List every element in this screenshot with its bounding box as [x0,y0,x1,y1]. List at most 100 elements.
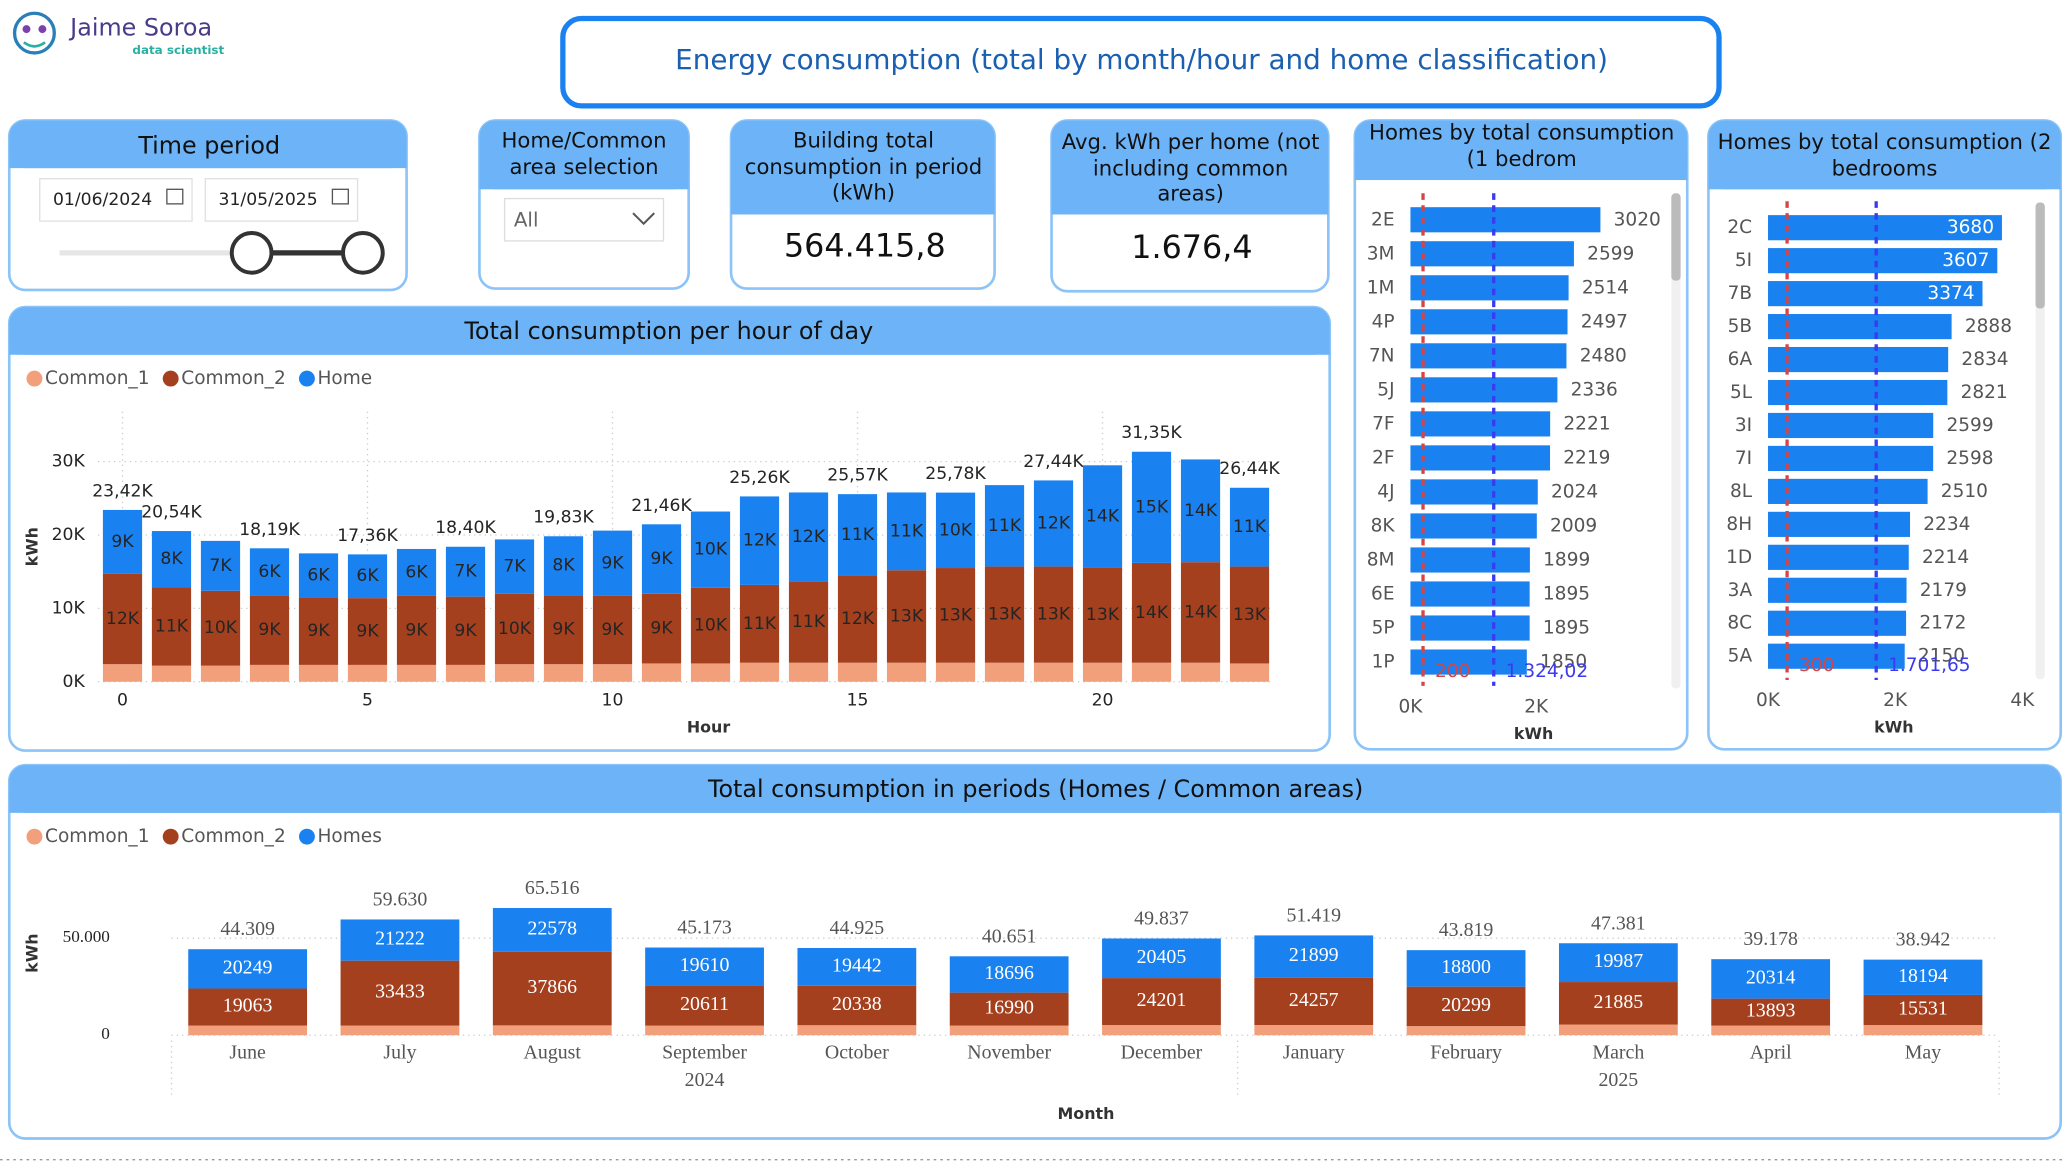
data-label: 9K [552,620,575,640]
data-label: 13K [939,605,973,625]
bar-segment [340,960,460,1026]
x-tick-label: 0 [117,690,128,710]
x-axis-title: kWh [1514,724,1553,743]
scroll-thumb[interactable] [2035,202,2045,309]
calendar-icon[interactable] [166,188,184,205]
data-label: 11K [841,525,875,545]
data-label: 9K [601,553,624,573]
dropdown[interactable] [503,197,665,242]
chevron[interactable] [632,212,655,226]
bar [1768,478,1928,504]
data-label: 6K [356,566,379,586]
bar-segment [739,662,780,682]
bar-segment [641,593,682,664]
bar-segment [340,919,460,961]
data-label: 9K [454,621,477,641]
bar-segment [984,662,1025,682]
bar-segment [788,492,829,582]
bar-segment [837,662,878,682]
bar [1768,248,1998,274]
bar [1410,649,1527,675]
data-label: 20314 [1746,966,1796,988]
total-label: 23,42K [92,481,153,501]
data-label: 9K [307,621,330,641]
total-label: 65.516 [525,877,580,899]
page-title: Energy consumption (total by month/hour … [675,43,1608,76]
bar-segment [347,598,388,665]
bar-segment [298,553,339,598]
y-tick-label: 50.000 [63,927,110,946]
data-label: 2480 [1580,345,1627,366]
data-label: 9K [111,532,134,552]
data-label: 10K [204,618,238,638]
calendar-icon[interactable] [331,188,349,205]
scroll-thumb[interactable] [1671,193,1681,281]
bar-segment [492,908,612,952]
title-banner [560,15,1722,109]
legend-swatch [162,370,179,387]
bar-segment [1863,1025,1983,1036]
data-label: 2514 [1582,277,1629,298]
data-label: 3680 [1947,217,1994,238]
data-label: 9K [356,622,379,642]
data-label: 11K [743,614,777,634]
data-label: 2598 [1946,448,1993,469]
bar-segment [984,485,1025,567]
bar-segment [249,664,290,682]
data-label: 2234 [1923,514,1970,535]
slider-handle[interactable] [229,231,274,275]
bar [1410,275,1569,301]
bar-segment [445,596,486,665]
data-label: 13K [890,606,924,626]
data-label: 2888 [1965,316,2012,337]
bar-segment [1082,465,1123,568]
panel-header [479,158,689,190]
legend-label: Common_2 [181,368,285,389]
chart-title: bedrooms [1832,155,1938,180]
bar-segment [1254,1025,1374,1036]
bar-segment [935,492,976,569]
bar-segment [494,539,535,594]
scrollbar[interactable] [1671,193,1681,689]
data-label: 2834 [1961,349,2008,370]
data-label: 12K [106,609,140,629]
data-label: 14K [1184,501,1218,521]
bar-segment [690,663,731,682]
bar-segment [1102,938,1221,979]
scrollbar[interactable] [2035,202,2045,680]
card-title: including common [1093,155,1288,180]
data-label: 2599 [1587,243,1634,264]
y-tick-label: 6E [1371,584,1394,605]
total-label: 39.178 [1743,928,1798,950]
y-tick-label: 8H [1726,514,1752,535]
data-label: 24201 [1137,989,1187,1011]
data-label: 2497 [1581,311,1628,332]
bar-segment [1180,459,1221,563]
bar-segment [690,587,731,664]
data-label: 18696 [984,962,1034,984]
bar-segment [788,662,829,682]
data-label: 15K [1135,497,1169,517]
bar-segment [445,546,486,597]
y-tick-label: 7N [1369,345,1395,366]
bar-segment [396,664,437,682]
total-label: 59.630 [373,888,428,910]
data-label: 1899 [1543,549,1590,570]
bar-segment [949,992,1069,1026]
data-label: 2150 [1918,646,1965,667]
bar-segment [1131,662,1172,682]
bar-segment [1863,994,1983,1026]
slider-handle[interactable] [341,231,385,275]
y-axis-title: kWh [23,933,42,972]
total-label: 25,78K [925,464,986,484]
data-label: 3020 [1614,209,1661,230]
x-axis-title: kWh [1874,718,1913,737]
x-tick-label: April [1750,1041,1792,1063]
bar-segment [739,584,780,663]
bar-segment [690,511,731,588]
data-label: 22578 [527,918,577,940]
bar-segment [1558,943,1678,983]
x-group-label: 2025 [1599,1069,1639,1091]
bar-segment [494,593,535,665]
